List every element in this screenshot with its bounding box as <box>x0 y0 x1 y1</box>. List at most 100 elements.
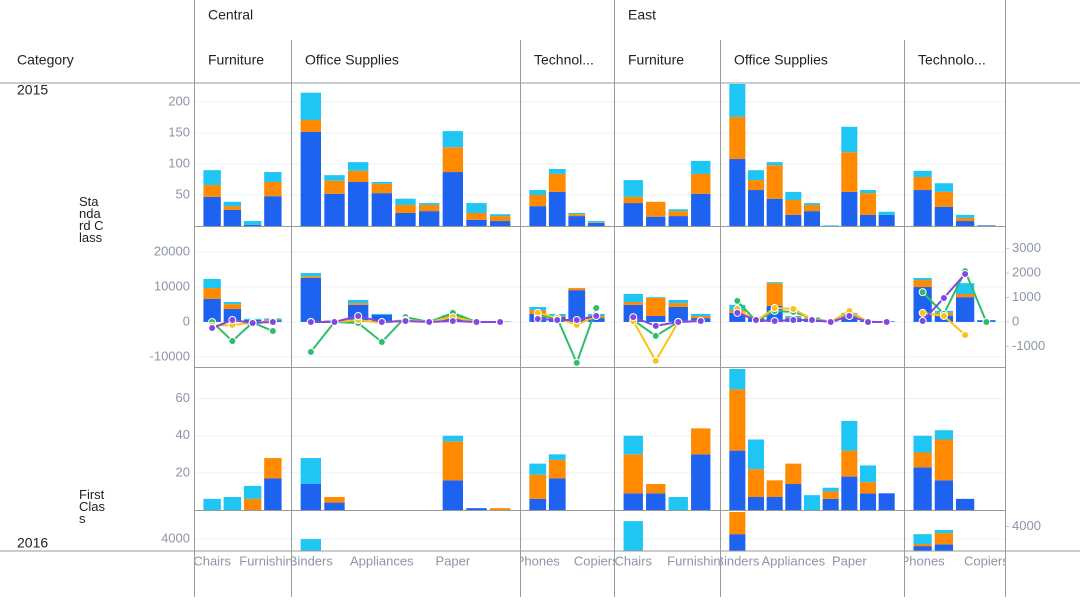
group-header: Office Supplies <box>305 52 399 68</box>
bar-segment <box>646 298 665 316</box>
bar-segment <box>549 192 566 226</box>
y-tick-label: 0 <box>183 313 190 328</box>
bar-segment <box>729 367 745 389</box>
bar-segment <box>443 147 463 172</box>
cell <box>729 367 894 510</box>
x-tick-label: Copiers <box>574 553 619 568</box>
subrow-label-box: Standard Class <box>79 196 119 256</box>
bar-segment <box>529 190 546 195</box>
y-tick-label: -10000 <box>150 348 190 363</box>
x-tick-label: Chairs <box>614 553 652 568</box>
line-point <box>402 317 409 324</box>
bar-segment <box>841 152 857 192</box>
bar-segment <box>203 185 220 197</box>
bar-segment <box>646 217 665 226</box>
bar-segment <box>301 273 321 276</box>
line-point <box>883 318 890 325</box>
x-tick-label: Binders <box>289 553 334 568</box>
bar-segment <box>748 190 764 226</box>
cell <box>729 282 894 325</box>
bar-segment <box>264 196 281 226</box>
line-point <box>473 318 480 325</box>
bar-segment <box>624 436 643 455</box>
y-tick-label: 200 <box>168 93 190 108</box>
cell <box>913 430 974 510</box>
bar-segment <box>224 206 241 210</box>
bar-segment <box>348 171 368 182</box>
y2-tick-label: 3000 <box>1012 240 1041 255</box>
bar-segment <box>669 300 688 303</box>
bar-segment <box>324 503 344 510</box>
bar-segment <box>691 161 710 174</box>
bar-segment <box>767 497 783 510</box>
bar-segment <box>529 195 546 206</box>
bar-segment <box>729 534 745 553</box>
bar-segment <box>748 469 764 497</box>
y2-tick-label: 1000 <box>1012 289 1041 304</box>
cell <box>203 279 281 345</box>
group-header: Furniture <box>628 52 684 68</box>
bar-segment <box>301 278 321 322</box>
bar-segment <box>913 280 931 287</box>
line-point <box>229 317 236 324</box>
bar-segment <box>301 120 321 132</box>
bar-segment <box>669 211 688 216</box>
bar-segment <box>372 193 392 226</box>
cell <box>624 521 643 553</box>
bar-segment <box>669 303 688 307</box>
y-tick-label: 50 <box>176 186 190 201</box>
bar-segment <box>729 511 745 534</box>
bar-segment <box>549 169 566 174</box>
cell <box>913 171 995 226</box>
bar-segment <box>466 220 486 226</box>
bar-segment <box>568 214 585 216</box>
bar-segment <box>729 451 745 510</box>
bar-segment <box>956 215 974 218</box>
x-tick-label: Appliances <box>762 553 826 568</box>
x-tick-label: Copiers <box>964 553 1009 568</box>
bar-segment <box>324 175 344 181</box>
line-point <box>962 331 969 338</box>
bar-segment <box>348 162 368 171</box>
bar-segment <box>624 454 643 493</box>
bar-segment <box>529 499 546 510</box>
bar-segment <box>568 288 585 290</box>
bar-segment <box>443 172 463 226</box>
line-point <box>249 319 256 326</box>
bar-segment <box>588 221 605 222</box>
column-header: Central <box>208 7 253 23</box>
bar-segment <box>841 421 857 451</box>
line-point <box>790 317 797 324</box>
bar-segment <box>913 544 931 546</box>
bar-segment <box>767 199 783 226</box>
bar-segment <box>767 480 783 497</box>
bar-segment <box>913 546 931 553</box>
line-point <box>919 309 926 316</box>
bar-segment <box>372 184 392 193</box>
bar-segment <box>860 193 876 215</box>
bar-segment <box>860 482 876 493</box>
cell <box>203 458 281 510</box>
bar-segment <box>395 199 415 205</box>
y-tick-label: 40 <box>176 427 190 442</box>
subrow-label: Standard Class <box>79 196 105 244</box>
bar-segment <box>956 218 974 221</box>
bar-segment <box>624 493 643 510</box>
bar-segment <box>568 213 585 214</box>
line-point <box>209 324 216 331</box>
bar-segment <box>529 475 546 499</box>
bar-segment <box>804 205 820 211</box>
cell <box>529 454 565 510</box>
cell <box>913 268 995 339</box>
bar-segment <box>646 484 665 493</box>
bar-segment <box>823 491 839 498</box>
line-point <box>940 294 947 301</box>
bar-segment <box>785 464 801 484</box>
y2-tick-label: 2000 <box>1012 264 1041 279</box>
bar-segment <box>748 180 764 190</box>
y-tick-label: 4000 <box>161 530 190 545</box>
bar-segment <box>549 478 566 510</box>
bar-segment <box>935 192 953 207</box>
